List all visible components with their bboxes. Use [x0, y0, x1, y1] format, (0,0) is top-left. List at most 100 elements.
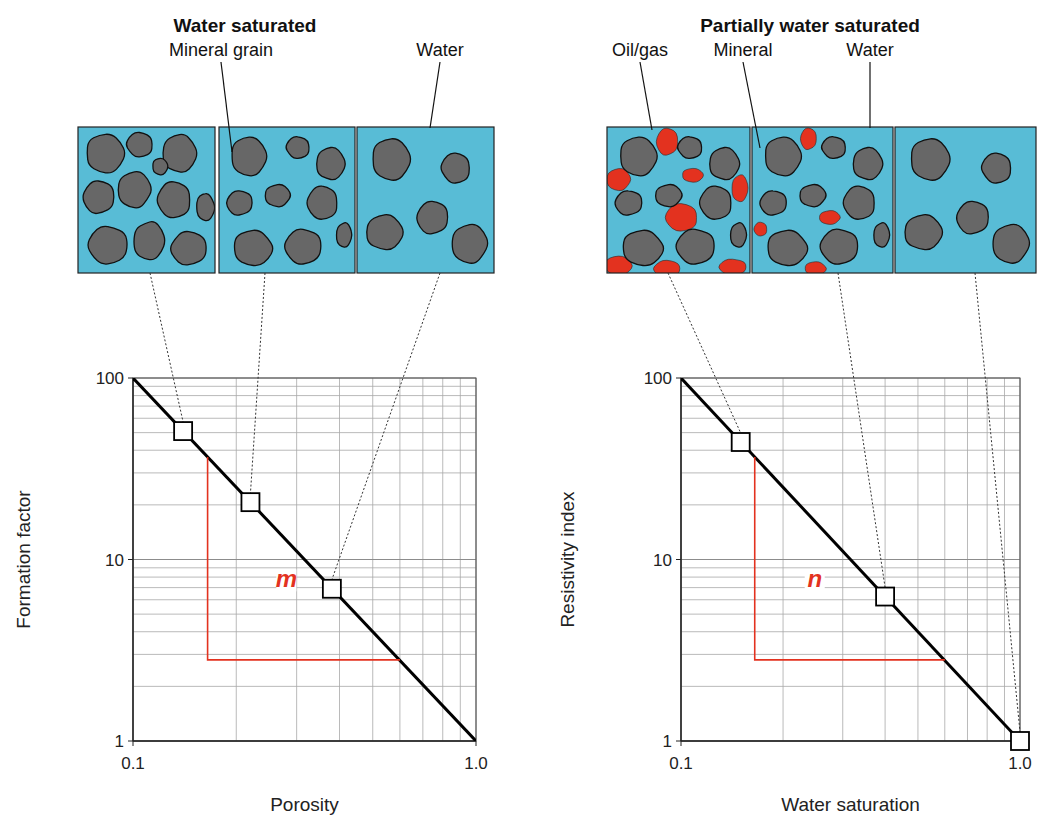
grid-line [681, 741, 1020, 742]
y-tick [676, 741, 681, 742]
oil-gas [719, 259, 746, 273]
grid-line [133, 741, 476, 742]
water [219, 127, 355, 273]
mineral-grain [171, 231, 206, 264]
grid [681, 378, 1020, 741]
x-tick-label: 0.1 [121, 754, 145, 773]
y-axis-title: Formation factor [13, 490, 34, 629]
mineral-grain [134, 222, 165, 260]
minor-grid-line [681, 631, 1020, 632]
water [607, 127, 750, 273]
pore-illustration [219, 127, 355, 273]
mineral-grain [417, 201, 448, 234]
mineral-grain [441, 153, 469, 183]
y-tick-label: 1 [663, 732, 672, 751]
y-tick-label: 10 [105, 551, 124, 570]
minor-grid-line [133, 472, 476, 473]
mineral-grain [452, 224, 487, 263]
plot-frame [681, 378, 1020, 741]
pore-illustration [895, 127, 1036, 273]
mineral-grain [88, 226, 127, 264]
minor-grid-line [133, 599, 476, 600]
minor-grid-line [133, 614, 476, 615]
water [78, 127, 215, 273]
leader-line [743, 62, 760, 148]
illustration-label: Water [846, 40, 893, 60]
mineral-grain [227, 191, 252, 215]
mineral-grain [232, 137, 267, 176]
mineral-grain [337, 223, 352, 247]
trend-line [133, 378, 476, 741]
connector [668, 273, 741, 433]
y-tick [128, 559, 133, 560]
y-tick [128, 378, 133, 379]
illustration-label: Oil/gas [612, 40, 668, 60]
y-tick [676, 378, 681, 379]
minor-grid-line [133, 567, 476, 568]
leader-line [869, 62, 870, 128]
y-tick-label: 100 [96, 369, 124, 388]
oil-gas [683, 168, 704, 182]
minor-grid-line [133, 504, 476, 505]
figure: Water saturatedMineral grainWater0.11.01… [0, 0, 1048, 831]
oil-gas [656, 128, 677, 155]
mineral-grain [285, 229, 321, 264]
water [752, 127, 893, 273]
mineral-grain [118, 172, 151, 208]
mineral-grain [656, 184, 682, 206]
panel-title: Water saturated [174, 15, 317, 36]
slope-guide [755, 457, 945, 660]
mineral-grain [766, 137, 802, 176]
x-tick [133, 741, 134, 746]
mineral-grain [197, 194, 215, 221]
connector [975, 273, 1020, 732]
mineral-grain [83, 181, 114, 214]
x-tick-label: 0.1 [669, 754, 693, 773]
mineral-grain [820, 229, 857, 264]
leader-line [640, 62, 652, 130]
y-tick-label: 10 [653, 551, 672, 570]
mineral-grain [982, 153, 1011, 183]
minor-grid-line [133, 386, 476, 387]
minor-grid-line [681, 418, 1020, 419]
illustration-label: Mineral grain [169, 40, 273, 60]
oil-gas [732, 175, 748, 202]
sample-point [732, 433, 750, 451]
minor-grid-line [133, 587, 476, 588]
mineral-grain [623, 230, 663, 265]
sample-point [174, 422, 192, 440]
water [895, 127, 1036, 273]
minor-grid-line [681, 599, 1020, 600]
y-tick [676, 559, 681, 560]
mineral-grain [843, 186, 874, 219]
trend-line [681, 378, 1020, 741]
minor-grid-line [133, 418, 476, 419]
y-tick-label: 100 [644, 369, 672, 388]
connector [838, 273, 885, 588]
mineral-grain [768, 230, 808, 265]
x-tick [476, 741, 477, 746]
mineral-grain [87, 134, 124, 173]
water [357, 127, 494, 273]
mineral-grain [874, 223, 890, 247]
mineral-grain [153, 158, 168, 175]
mineral-grain [678, 137, 702, 159]
minor-grid-line [681, 587, 1020, 588]
leader-line [221, 62, 232, 152]
x-tick [681, 741, 682, 746]
mineral-grain [905, 215, 942, 250]
mineral-grain [615, 191, 642, 215]
minor-grid-line [681, 567, 1020, 568]
box-frame [607, 127, 750, 273]
pore-illustration [752, 127, 893, 273]
minor-grid-line [681, 577, 1020, 578]
mineral-grain [853, 147, 882, 179]
sample-point [241, 493, 259, 511]
mineral-grain [912, 139, 951, 180]
box-frame [752, 127, 893, 273]
mineral-grain [265, 184, 290, 206]
box-frame [219, 127, 355, 273]
mineral-grain [317, 147, 345, 179]
minor-grid-line [681, 386, 1020, 387]
box-frame [895, 127, 1036, 273]
